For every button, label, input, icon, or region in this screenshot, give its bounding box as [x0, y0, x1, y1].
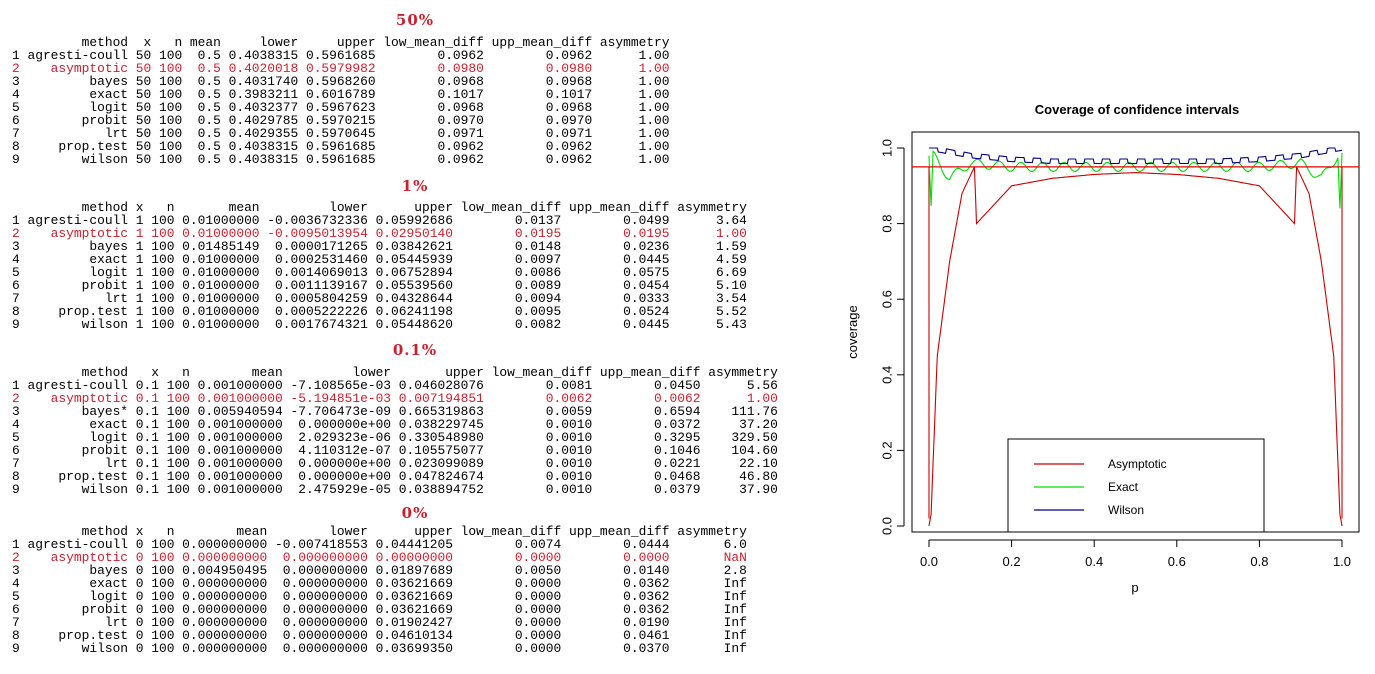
table-row: 1 agresti-coull 50 100 0.5 0.4038315 0.5… [12, 48, 670, 63]
section-title: 0.1% [392, 341, 438, 359]
legend-box [1007, 438, 1265, 533]
table-row: 4 exact 1 100 0.01000000 0.0002531460 0.… [12, 252, 747, 267]
r-console-output: 50% method x n mean lower upper low_mean… [12, 11, 778, 655]
y-tick-label: 1.0 [879, 139, 894, 157]
table-header: method x n mean lower upper low_mean_dif… [81, 365, 778, 380]
table-row: 2 asymptotic 0 100 0.000000000 0.0000000… [12, 550, 747, 565]
x-tick-label: 1.0 [1333, 554, 1351, 569]
y-axis-label: coverage [845, 305, 860, 358]
results-table: method x n mean lower upper low_mean_dif… [12, 525, 747, 655]
y-tick-label: 0.8 [879, 215, 894, 233]
legend-label: Asymptotic [1108, 457, 1167, 471]
table-row: 7 lrt 50 100 0.5 0.4029355 0.5970645 0.0… [12, 126, 670, 141]
table-row: 6 probit 1 100 0.01000000 0.0011139167 0… [12, 278, 747, 293]
results-table: method x n mean lower upper low_mean_dif… [12, 36, 670, 166]
series-lines [928, 147, 1343, 527]
table-row: 3 bayes 50 100 0.5 0.4031740 0.5968260 0… [12, 74, 670, 89]
table-row: 6 probit 0 100 0.000000000 0.000000000 0… [12, 602, 747, 617]
x-tick-label: 0.0 [920, 554, 938, 569]
table-row: 9 wilson 1 100 0.01000000 0.0017674321 0… [12, 317, 747, 332]
y-tick-label: 0.0 [879, 517, 894, 535]
table-row: 7 lrt 0 100 0.000000000 0.000000000 0.01… [12, 615, 747, 630]
table-row: 3 bayes 0 100 0.004950495 0.000000000 0.… [12, 563, 747, 578]
table-row: 2 asymptotic 1 100 0.01000000 -0.0095013… [12, 226, 747, 241]
x-tick-label: 0.4 [1085, 554, 1103, 569]
table-row: 9 wilson 0.1 100 0.001000000 2.475929e-0… [12, 482, 778, 497]
x-tick-label: 0.6 [1168, 554, 1186, 569]
legend-label: Exact [1108, 480, 1139, 494]
section-title: 0% [401, 504, 429, 522]
y-tick-label: 0.4 [879, 366, 894, 384]
results-table: method x n mean lower upper low_mean_dif… [12, 201, 747, 331]
table-header: method x n mean lower upper low_mean_dif… [81, 524, 747, 539]
results-table: method x n mean lower upper low_mean_dif… [12, 366, 778, 496]
table-row: 5 logit 50 100 0.5 0.4032377 0.5967623 0… [12, 100, 670, 115]
table-row: 1 agresti-coull 0 100 0.000000000 -0.007… [12, 537, 747, 552]
table-row: 2 asymptotic 50 100 0.5 0.4020018 0.5979… [12, 61, 670, 76]
table-row: 6 probit 0.1 100 0.001000000 4.110312e-0… [12, 443, 778, 458]
table-row: 9 wilson 50 100 0.5 0.4038315 0.5961685 … [12, 152, 670, 167]
table-row: 6 probit 50 100 0.5 0.4029785 0.5970215 … [12, 113, 670, 128]
table-row: 1 agresti-coull 0.1 100 0.001000000 -7.1… [12, 378, 778, 393]
legend-label: Wilson [1108, 503, 1144, 517]
table-row: 4 exact 0 100 0.000000000 0.000000000 0.… [12, 576, 747, 591]
series-exact [928, 149, 1343, 209]
table-row: 4 exact 50 100 0.5 0.3983211 0.6016789 0… [12, 87, 670, 102]
y-tick-label: 0.6 [879, 290, 894, 308]
series-asymptotic [928, 166, 1343, 527]
table-row: 8 prop.test 50 100 0.5 0.4038315 0.59616… [12, 139, 670, 154]
table-row: 4 exact 0.1 100 0.001000000 0.000000e+00… [12, 417, 778, 432]
chart-title: Coverage of confidence intervals [1035, 102, 1239, 117]
x-tick-label: 0.2 [1003, 554, 1021, 569]
section-title: 1% [401, 177, 429, 195]
table-row: 7 lrt 1 100 0.01000000 0.0005804259 0.04… [12, 291, 747, 306]
y-tick-label: 0.2 [879, 441, 894, 459]
coverage-plot: Coverage of confidence intervals 0.0 0.2 0… [840, 0, 1375, 669]
legend: Asymptotic Exact Wilson [1007, 438, 1265, 533]
x-tick-label: 0.8 [1250, 554, 1268, 569]
table-row: 5 logit 1 100 0.01000000 0.0014069013 0.… [12, 265, 747, 280]
y-axis: 0.0 0.2 0.4 0.6 0.8 1.0 [879, 139, 905, 535]
table-row: 3 bayes* 0.1 100 0.005940594 -7.706473e-… [12, 404, 778, 419]
table-row: 2 asymptotic 0.1 100 0.001000000 -5.1948… [12, 391, 778, 406]
table-row: 7 lrt 0.1 100 0.001000000 0.000000e+00 0… [12, 456, 778, 471]
table-header: method x n mean lower upper low_mean_dif… [81, 200, 747, 215]
table-row: 3 bayes 1 100 0.01485149 0.0000171265 0.… [12, 239, 747, 254]
x-axis: 0.0 0.2 0.4 0.6 0.8 1.0 [920, 539, 1351, 569]
table-row: 1 agresti-coull 1 100 0.01000000 -0.0036… [12, 213, 747, 228]
table-row: 8 prop.test 1 100 0.01000000 0.000522222… [12, 304, 747, 319]
section-title: 50% [395, 11, 435, 29]
table-row: 9 wilson 0 100 0.000000000 0.000000000 0… [12, 641, 747, 656]
table-row: 8 prop.test 0 100 0.000000000 0.00000000… [12, 628, 747, 643]
table-row: 5 logit 0 100 0.000000000 0.000000000 0.… [12, 589, 747, 604]
series-wilson [929, 147, 1343, 165]
table-header: method x n mean lower upper low_mean_dif… [81, 35, 670, 50]
table-row: 8 prop.test 0.1 100 0.001000000 0.000000… [12, 469, 778, 484]
x-axis-label: p [1131, 580, 1138, 595]
table-row: 5 logit 0.1 100 0.001000000 2.029323e-06… [12, 430, 778, 445]
